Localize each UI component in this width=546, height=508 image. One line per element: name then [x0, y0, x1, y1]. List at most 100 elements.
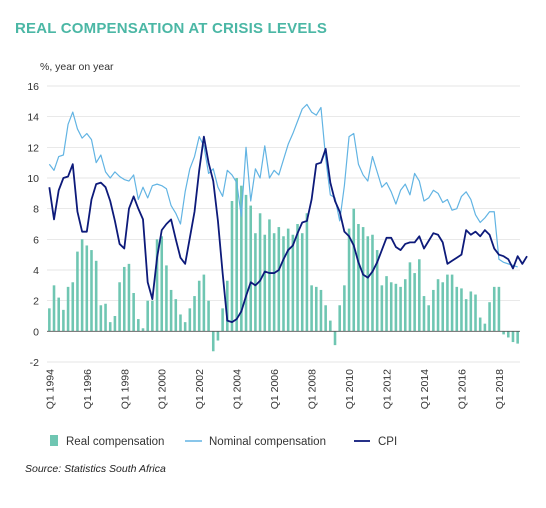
bar-real-compensation [507, 331, 510, 338]
x-tick-label: Q1 2010 [344, 369, 356, 409]
chart-source: Source: Statistics South Africa [25, 463, 166, 475]
y-tick-label: 10 [27, 173, 39, 185]
bar-real-compensation [235, 178, 238, 332]
bar-real-compensation [80, 239, 84, 332]
bar-real-compensation [76, 251, 79, 332]
bar-real-compensation [249, 205, 253, 332]
legend-nominal-compensation-label: Nominal compensation [209, 436, 326, 448]
bar-real-compensation [380, 285, 384, 332]
bar-real-compensation [66, 286, 70, 332]
real-compensation-bars [48, 178, 519, 352]
x-tick-label: Q1 1994 [44, 369, 56, 409]
bar-real-compensation [207, 300, 210, 332]
bar-real-compensation [469, 291, 473, 332]
bar-real-compensation [48, 308, 51, 332]
x-tick-label: Q1 2008 [307, 369, 319, 409]
bar-real-compensation [347, 228, 351, 332]
bar-real-compensation [160, 236, 164, 332]
bar-real-compensation [169, 289, 173, 332]
bar-real-compensation [399, 286, 402, 332]
y-tick-label: 14 [27, 112, 39, 124]
bar-real-compensation [432, 289, 435, 332]
bar-real-compensation [52, 285, 56, 332]
bar-real-compensation [272, 233, 276, 332]
bar-real-compensation [268, 219, 271, 332]
bar-real-compensation [361, 227, 365, 332]
y-tick-label: -2 [30, 357, 39, 369]
bar-real-compensation [291, 234, 295, 332]
bar-real-compensation [216, 331, 220, 341]
bar-real-compensation [413, 273, 416, 332]
bar-real-compensation [127, 263, 131, 332]
bar-real-compensation [179, 314, 182, 332]
bar-real-compensation [62, 309, 65, 332]
bar-real-compensation [418, 259, 421, 332]
bar-real-compensation [314, 286, 318, 332]
legend-real-compensation-swatch [50, 435, 58, 446]
y-tick-label: 8 [33, 204, 39, 216]
bar-real-compensation [165, 265, 168, 332]
bar-real-compensation [197, 280, 201, 332]
x-tick-label: Q1 2018 [494, 369, 506, 409]
bar-real-compensation [403, 279, 407, 332]
bar-real-compensation [141, 328, 145, 332]
y-tick-label: 2 [33, 296, 39, 308]
bar-real-compensation [146, 300, 149, 332]
bar-real-compensation [286, 228, 290, 332]
legend-cpi-label: CPI [378, 436, 397, 448]
bar-real-compensation [474, 294, 477, 332]
bar-real-compensation [488, 302, 491, 332]
bar-real-compensation [357, 224, 360, 332]
y-tick-label: 12 [27, 142, 39, 154]
bar-real-compensation [202, 274, 206, 332]
bar-real-compensation [254, 233, 257, 332]
x-axis-ticks: Q1 1994 Q1 1996 Q1 1998 Q1 2000 Q1 2002 Q1 20… [44, 369, 506, 409]
bar-real-compensation [108, 322, 112, 332]
bar-real-compensation [104, 303, 107, 332]
bar-real-compensation [94, 260, 98, 332]
x-tick-label: Q1 2002 [194, 369, 206, 409]
bar-real-compensation [319, 289, 323, 332]
line-nominal-compensation [48, 103, 518, 268]
bar-real-compensation [132, 293, 135, 332]
bar-real-compensation [343, 285, 346, 332]
bar-real-compensation [137, 319, 140, 332]
bar-real-compensation [174, 299, 178, 332]
bar-real-compensation [516, 331, 519, 344]
bar-real-compensation [240, 185, 243, 332]
bar-real-compensation [310, 285, 313, 332]
bar-real-compensation [258, 213, 262, 332]
bar-real-compensation [277, 227, 281, 332]
bar-real-compensation [352, 208, 356, 332]
bar-real-compensation [118, 282, 121, 332]
y-tick-label: 0 [33, 326, 39, 338]
y-tick-label: 6 [33, 234, 39, 246]
bar-real-compensation [455, 286, 459, 332]
bar-real-compensation [221, 308, 224, 332]
bar-real-compensation [422, 296, 426, 332]
bar-real-compensation [296, 224, 299, 332]
bar-real-compensation [511, 331, 515, 343]
bar-real-compensation [366, 236, 370, 332]
bar-real-compensation [483, 323, 487, 332]
bar-real-compensation [460, 288, 463, 332]
bar-real-compensation [230, 201, 234, 332]
bar-real-compensation [427, 305, 430, 332]
y-axis-ticks: -2 0 2 4 6 8 10 12 14 16 [27, 81, 39, 369]
bar-real-compensation [113, 316, 117, 332]
bar-real-compensation [324, 305, 327, 332]
bar-real-compensation [188, 308, 192, 332]
bar-real-compensation [375, 250, 379, 332]
bar-real-compensation [90, 250, 93, 332]
bar-real-compensation [338, 305, 341, 332]
x-tick-label: Q1 1998 [119, 369, 131, 409]
x-tick-label: Q1 1996 [82, 369, 94, 409]
bar-real-compensation [85, 245, 89, 332]
bar-real-compensation [492, 286, 496, 332]
x-tick-label: Q1 2014 [419, 369, 431, 409]
bar-real-compensation [226, 280, 229, 332]
bar-real-compensation [211, 331, 215, 352]
bar-real-compensation [57, 297, 60, 332]
bar-real-compensation [371, 234, 374, 332]
bar-real-compensation [497, 286, 501, 332]
